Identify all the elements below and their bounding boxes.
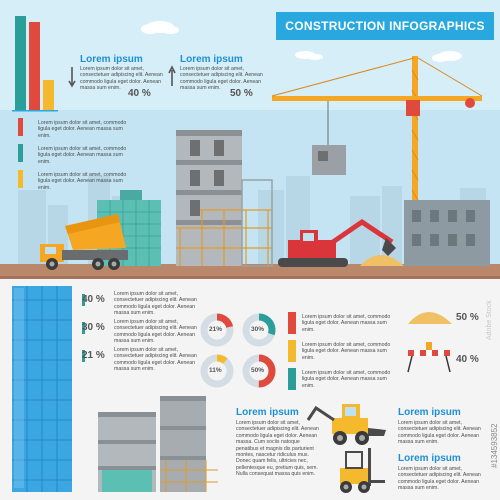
donut-label-1: 21%: [209, 326, 223, 333]
text-mid-1: Lorem ipsum dolor sit amet, commodo ligu…: [302, 314, 391, 333]
heading-bottom-center: Lorem ipsum: [236, 407, 299, 418]
donut-label-3: 11%: [209, 367, 222, 374]
heading-top-right: Lorem ipsum: [180, 54, 243, 65]
pct-right-2: 40 %: [456, 354, 479, 365]
text-left-2: Lorem ipsum dolor sit amet, commodo ligu…: [38, 146, 127, 165]
donut-label-2: 30%: [251, 326, 265, 333]
text-bottom-3: Lorem ipsum dolor sit amet, consectetuer…: [114, 347, 197, 373]
text-bottom-center: Lorem ipsum dolor sit amet, consectetuer…: [236, 420, 319, 478]
pct-bottom-2: 30 %: [82, 322, 105, 333]
stock-id: #134593852: [490, 423, 499, 469]
pct-bottom-3: 21 %: [82, 350, 105, 361]
text-top-right: Lorem ipsum dolor sit amet, consectetuer…: [180, 66, 263, 92]
text-top-left: Lorem ipsum dolor sit amet, consectetuer…: [80, 66, 163, 92]
text-left-1: Lorem ipsum dolor sit amet, commodo ligu…: [38, 120, 127, 139]
text-mid-2: Lorem ipsum dolor sit amet, commodo ligu…: [302, 342, 391, 361]
page-title: CONSTRUCTION INFOGRAPHICS: [276, 12, 494, 40]
text-bottom-right-1: Lorem ipsum dolor sit amet, consectetuer…: [398, 420, 481, 446]
donut-label-4: 50%: [251, 367, 265, 374]
text-bottom-right-2: Lorem ipsum dolor sit amet, consectetuer…: [398, 466, 481, 492]
heading-top-left: Lorem ipsum: [80, 54, 143, 65]
watermark-text: Adobe Stock: [486, 300, 493, 340]
pct-top-right: 50 %: [230, 88, 253, 99]
text-bottom-1: Lorem ipsum dolor sit amet, consectetuer…: [114, 291, 197, 317]
pct-bottom-1: 40 %: [82, 294, 105, 305]
text-left-3: Lorem ipsum dolor sit amet, commodo ligu…: [38, 172, 127, 191]
heading-bottom-right-2: Lorem ipsum: [398, 453, 461, 464]
pct-right-1: 50 %: [456, 312, 479, 323]
heading-bottom-right-1: Lorem ipsum: [398, 407, 461, 418]
text-bottom-2: Lorem ipsum dolor sit amet, consectetuer…: [114, 319, 197, 345]
pct-top-left: 40 %: [128, 88, 151, 99]
text-mid-3: Lorem ipsum dolor sit amet, commodo ligu…: [302, 370, 391, 389]
